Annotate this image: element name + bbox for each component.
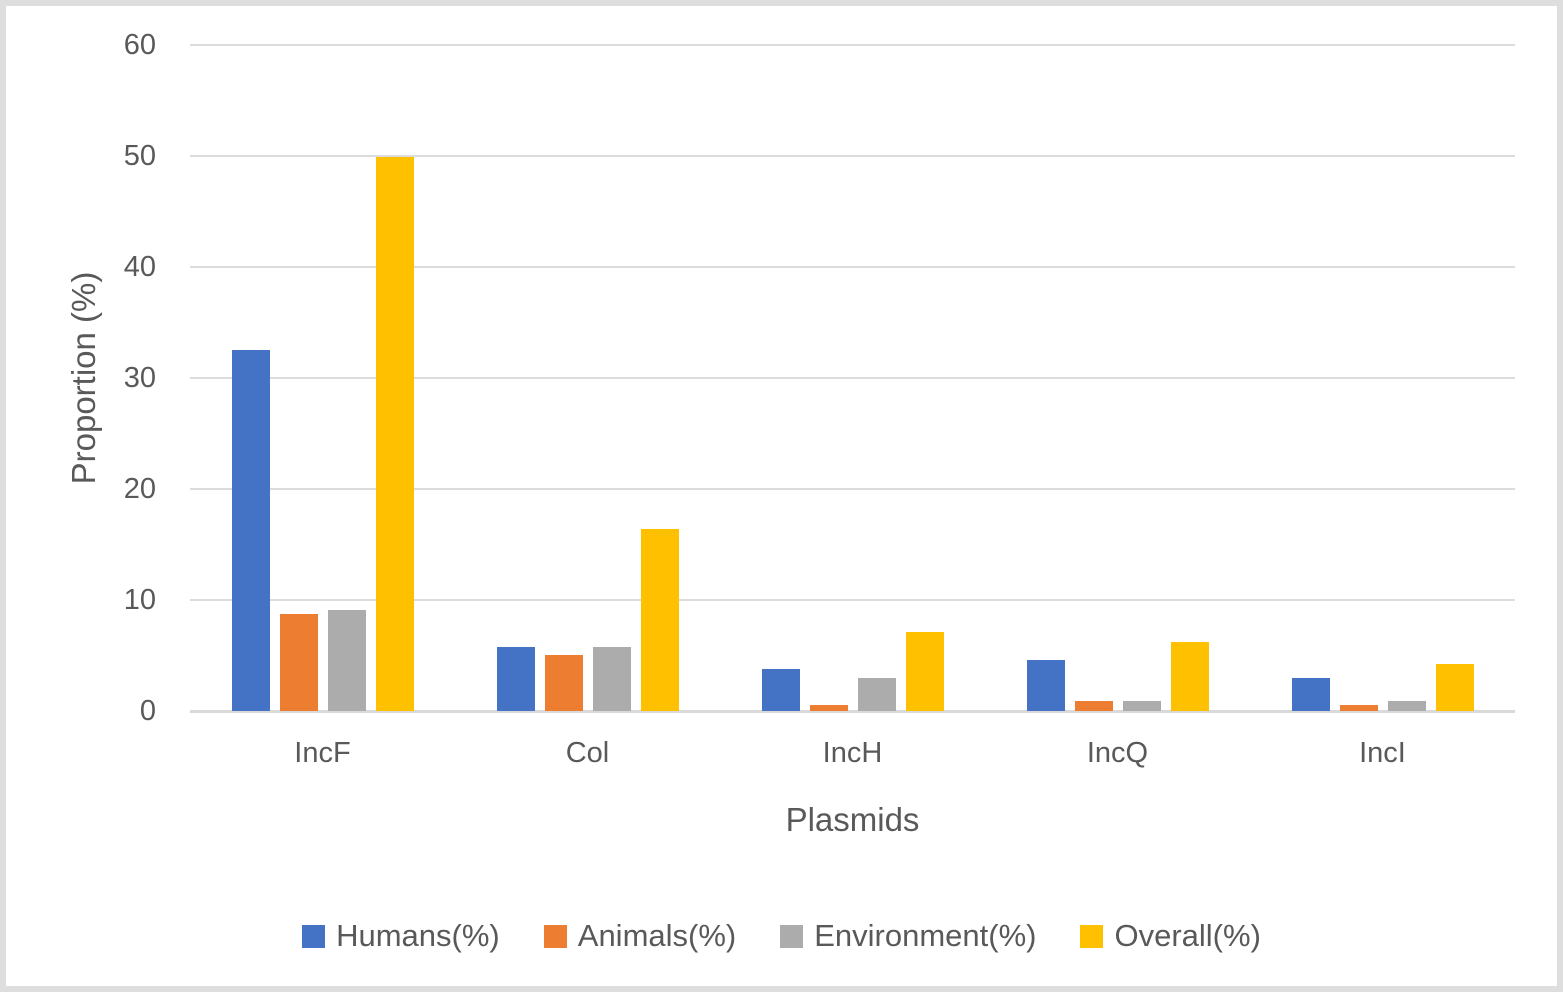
x-axis-title: Plasmids xyxy=(785,801,920,838)
bar-animals-IncQ xyxy=(1074,701,1113,711)
gridline xyxy=(190,377,1515,379)
bar-group-Col xyxy=(455,45,720,711)
legend-item-environment: Environment(%) xyxy=(780,918,1036,954)
bar-overall-IncI xyxy=(1435,664,1474,711)
gridline xyxy=(190,44,1515,46)
bar-humans-IncI xyxy=(1291,678,1330,711)
bar-humans-Col xyxy=(496,647,535,711)
bar-overall-IncF xyxy=(375,157,414,711)
bar-humans-IncQ xyxy=(1026,660,1065,711)
bar-animals-IncI xyxy=(1339,705,1378,711)
y-tick-label: 30 xyxy=(123,362,156,394)
category-label-Col: Col xyxy=(565,737,610,769)
bar-overall-Col xyxy=(640,529,679,711)
bar-overall-IncH xyxy=(905,632,944,711)
gridline xyxy=(190,599,1515,601)
y-tick-label: 60 xyxy=(123,29,156,61)
bar-humans-IncF xyxy=(231,350,270,711)
bar-group-IncH xyxy=(720,45,985,711)
y-tick-label: 40 xyxy=(123,251,156,283)
category-label-IncI: IncI xyxy=(1359,737,1406,769)
y-tick-label: 50 xyxy=(123,140,156,172)
y-tick-label: 0 xyxy=(139,695,156,727)
bar-environment-IncF xyxy=(327,610,366,711)
bar-group-IncQ xyxy=(985,45,1250,711)
bar-environment-IncI xyxy=(1387,701,1426,711)
x-axis-line xyxy=(190,710,1515,713)
bar-group-IncF xyxy=(190,45,455,711)
category-label-IncH: IncH xyxy=(822,737,883,769)
legend-item-animals: Animals(%) xyxy=(543,918,737,954)
legend-item-overall: Overall(%) xyxy=(1080,918,1261,954)
legend-swatch-icon xyxy=(1080,924,1104,948)
bar-overall-IncQ xyxy=(1170,642,1209,711)
bar-environment-IncH xyxy=(857,678,896,711)
bar-animals-IncH xyxy=(809,705,848,711)
legend-item-humans: Humans(%) xyxy=(302,918,500,954)
bar-group-IncI xyxy=(1250,45,1515,711)
gridline xyxy=(190,266,1515,268)
bar-animals-Col xyxy=(544,655,583,711)
bar-environment-IncQ xyxy=(1122,701,1161,711)
gridline xyxy=(190,155,1515,157)
bar-humans-IncH xyxy=(761,669,800,711)
category-label-IncQ: IncQ xyxy=(1086,737,1149,769)
legend-swatch-icon xyxy=(543,924,567,948)
y-tick-label: 10 xyxy=(123,584,156,616)
legend: Humans(%) Animals(%) Environment(%) Overall… xyxy=(0,918,1563,954)
legend-label: Environment(%) xyxy=(814,918,1037,953)
y-tick-label: 20 xyxy=(123,473,156,505)
category-label-IncF: IncF xyxy=(294,737,351,769)
legend-swatch-icon xyxy=(302,924,326,948)
legend-label: Overall(%) xyxy=(1114,918,1261,953)
plot-area xyxy=(190,44,1515,713)
bar-environment-Col xyxy=(592,647,631,711)
legend-swatch-icon xyxy=(780,924,804,948)
gridline xyxy=(190,488,1515,490)
bar-animals-IncF xyxy=(279,614,318,711)
legend-label: Humans(%) xyxy=(336,918,500,953)
legend-label: Animals(%) xyxy=(577,918,737,953)
